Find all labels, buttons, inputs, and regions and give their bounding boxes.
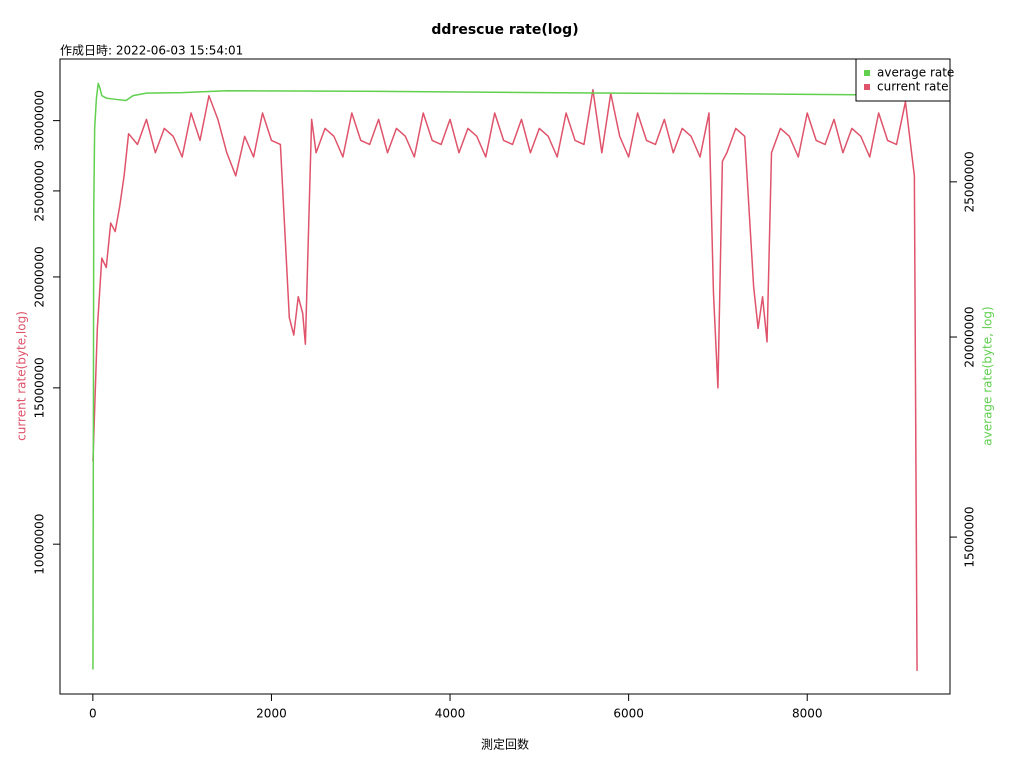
legend-swatch bbox=[864, 70, 870, 76]
x-tick-label: 8000 bbox=[792, 707, 823, 721]
y2-tick-label: 25000000 bbox=[963, 151, 977, 212]
legend-box bbox=[855, 58, 951, 102]
series-line bbox=[92, 89, 918, 671]
series-line bbox=[92, 82, 918, 670]
x-tick-label: 0 bbox=[89, 707, 97, 721]
plot-frame bbox=[59, 58, 951, 695]
chart-title: ddrescue rate(log) bbox=[431, 22, 578, 38]
legend-swatch bbox=[864, 84, 870, 90]
y-tick-label: 30000000 bbox=[33, 90, 47, 151]
y-tick-label: 15000000 bbox=[33, 357, 47, 418]
x-tick-label: 2000 bbox=[256, 707, 287, 721]
y2-axis-label: average rate(byte, log) bbox=[981, 306, 995, 445]
y-axis-label: current rate(byte,log) bbox=[15, 311, 29, 441]
legend-label: average rate bbox=[877, 66, 954, 80]
x-tick-label: 6000 bbox=[613, 707, 644, 721]
y2-tick-label: 20000000 bbox=[963, 306, 977, 367]
y-tick-label: 10000000 bbox=[33, 514, 47, 575]
y-tick-label: 25000000 bbox=[33, 160, 47, 221]
x-tick-label: 4000 bbox=[435, 707, 466, 721]
x-axis-label: 測定回数 bbox=[481, 737, 529, 752]
y-tick-label: 20000000 bbox=[33, 246, 47, 307]
subtitle: 作成日時: 2022-06-03 15:54:01 bbox=[60, 44, 243, 58]
legend-label: current rate bbox=[877, 80, 948, 94]
y2-tick-label: 15000000 bbox=[963, 507, 977, 568]
